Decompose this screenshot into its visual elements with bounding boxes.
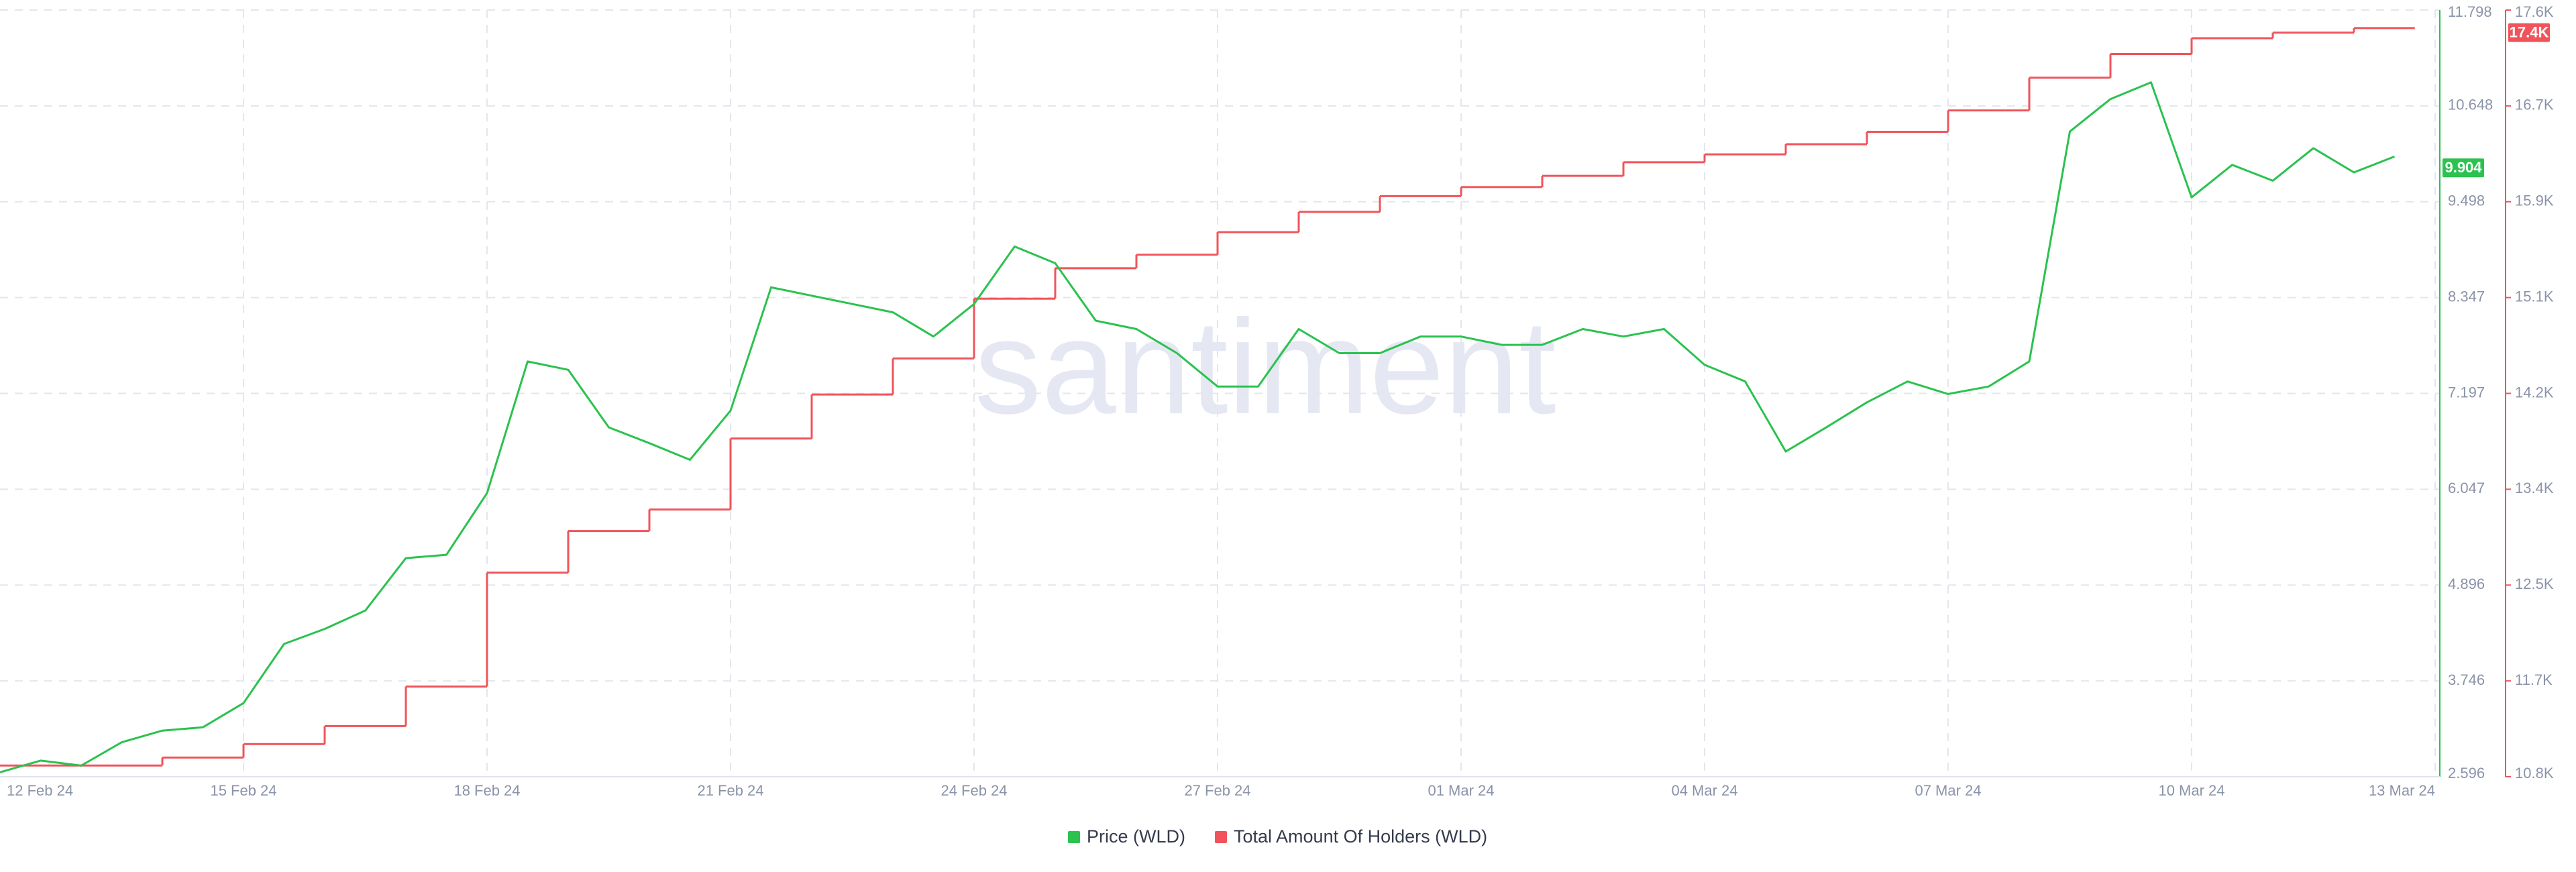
legend-swatch [1215, 831, 1227, 843]
y2-tick-label: 13.4K [2515, 480, 2554, 496]
x-tick-label: 24 Feb 24 [941, 782, 1007, 799]
x-tick-label: 27 Feb 24 [1184, 782, 1250, 799]
x-tick-label: 10 Mar 24 [2158, 782, 2224, 799]
legend-label: Price (WLD) [1087, 826, 1185, 847]
x-tick-label: 04 Mar 24 [1671, 782, 1737, 799]
value-badge-label: 9.904 [2445, 159, 2482, 176]
x-tick-label: 21 Feb 24 [697, 782, 763, 799]
y-tick-label: 6.047 [2448, 480, 2485, 496]
y2-tick-label: 15.1K [2515, 288, 2554, 305]
value-badge [2443, 158, 2484, 178]
y-tick-label: 2.596 [2448, 765, 2485, 781]
value-badge [2508, 23, 2550, 42]
legend-swatch [1068, 831, 1080, 843]
y-tick-label: 9.498 [2448, 193, 2485, 209]
value-badge-label: 17.4K [2510, 23, 2549, 40]
x-tick-label: 18 Feb 24 [453, 782, 520, 799]
watermark: santiment [974, 292, 1556, 442]
y-tick-label: 8.347 [2448, 288, 2485, 305]
legend-label: Total Amount Of Holders (WLD) [1234, 826, 1487, 847]
y-tick-label: 11.798 [2448, 3, 2492, 20]
y2-tick-label: 15.9K [2515, 193, 2554, 209]
x-tick-label: 15 Feb 24 [210, 782, 276, 799]
x-tick-label: 07 Mar 24 [1915, 782, 1981, 799]
y-tick-label: 4.896 [2448, 576, 2485, 592]
price-line [0, 81, 2396, 773]
x-tick-label: 01 Mar 24 [1428, 782, 1494, 799]
y-tick-label: 7.197 [2448, 384, 2485, 400]
y2-tick-label: 17.6K [2515, 3, 2554, 20]
y2-tick-label: 16.7K [2515, 97, 2554, 113]
y2-tick-label: 10.8K [2515, 765, 2554, 781]
x-tick-label: 13 Mar 24 [2369, 782, 2435, 799]
y2-tick-label: 11.7K [2515, 671, 2553, 688]
y2-tick-label: 14.2K [2515, 384, 2554, 400]
y-tick-label: 10.648 [2448, 97, 2493, 113]
x-tick-label: 12 Feb 24 [7, 782, 73, 799]
y2-tick-label: 12.5K [2515, 576, 2554, 592]
y-tick-label: 3.746 [2448, 671, 2485, 688]
